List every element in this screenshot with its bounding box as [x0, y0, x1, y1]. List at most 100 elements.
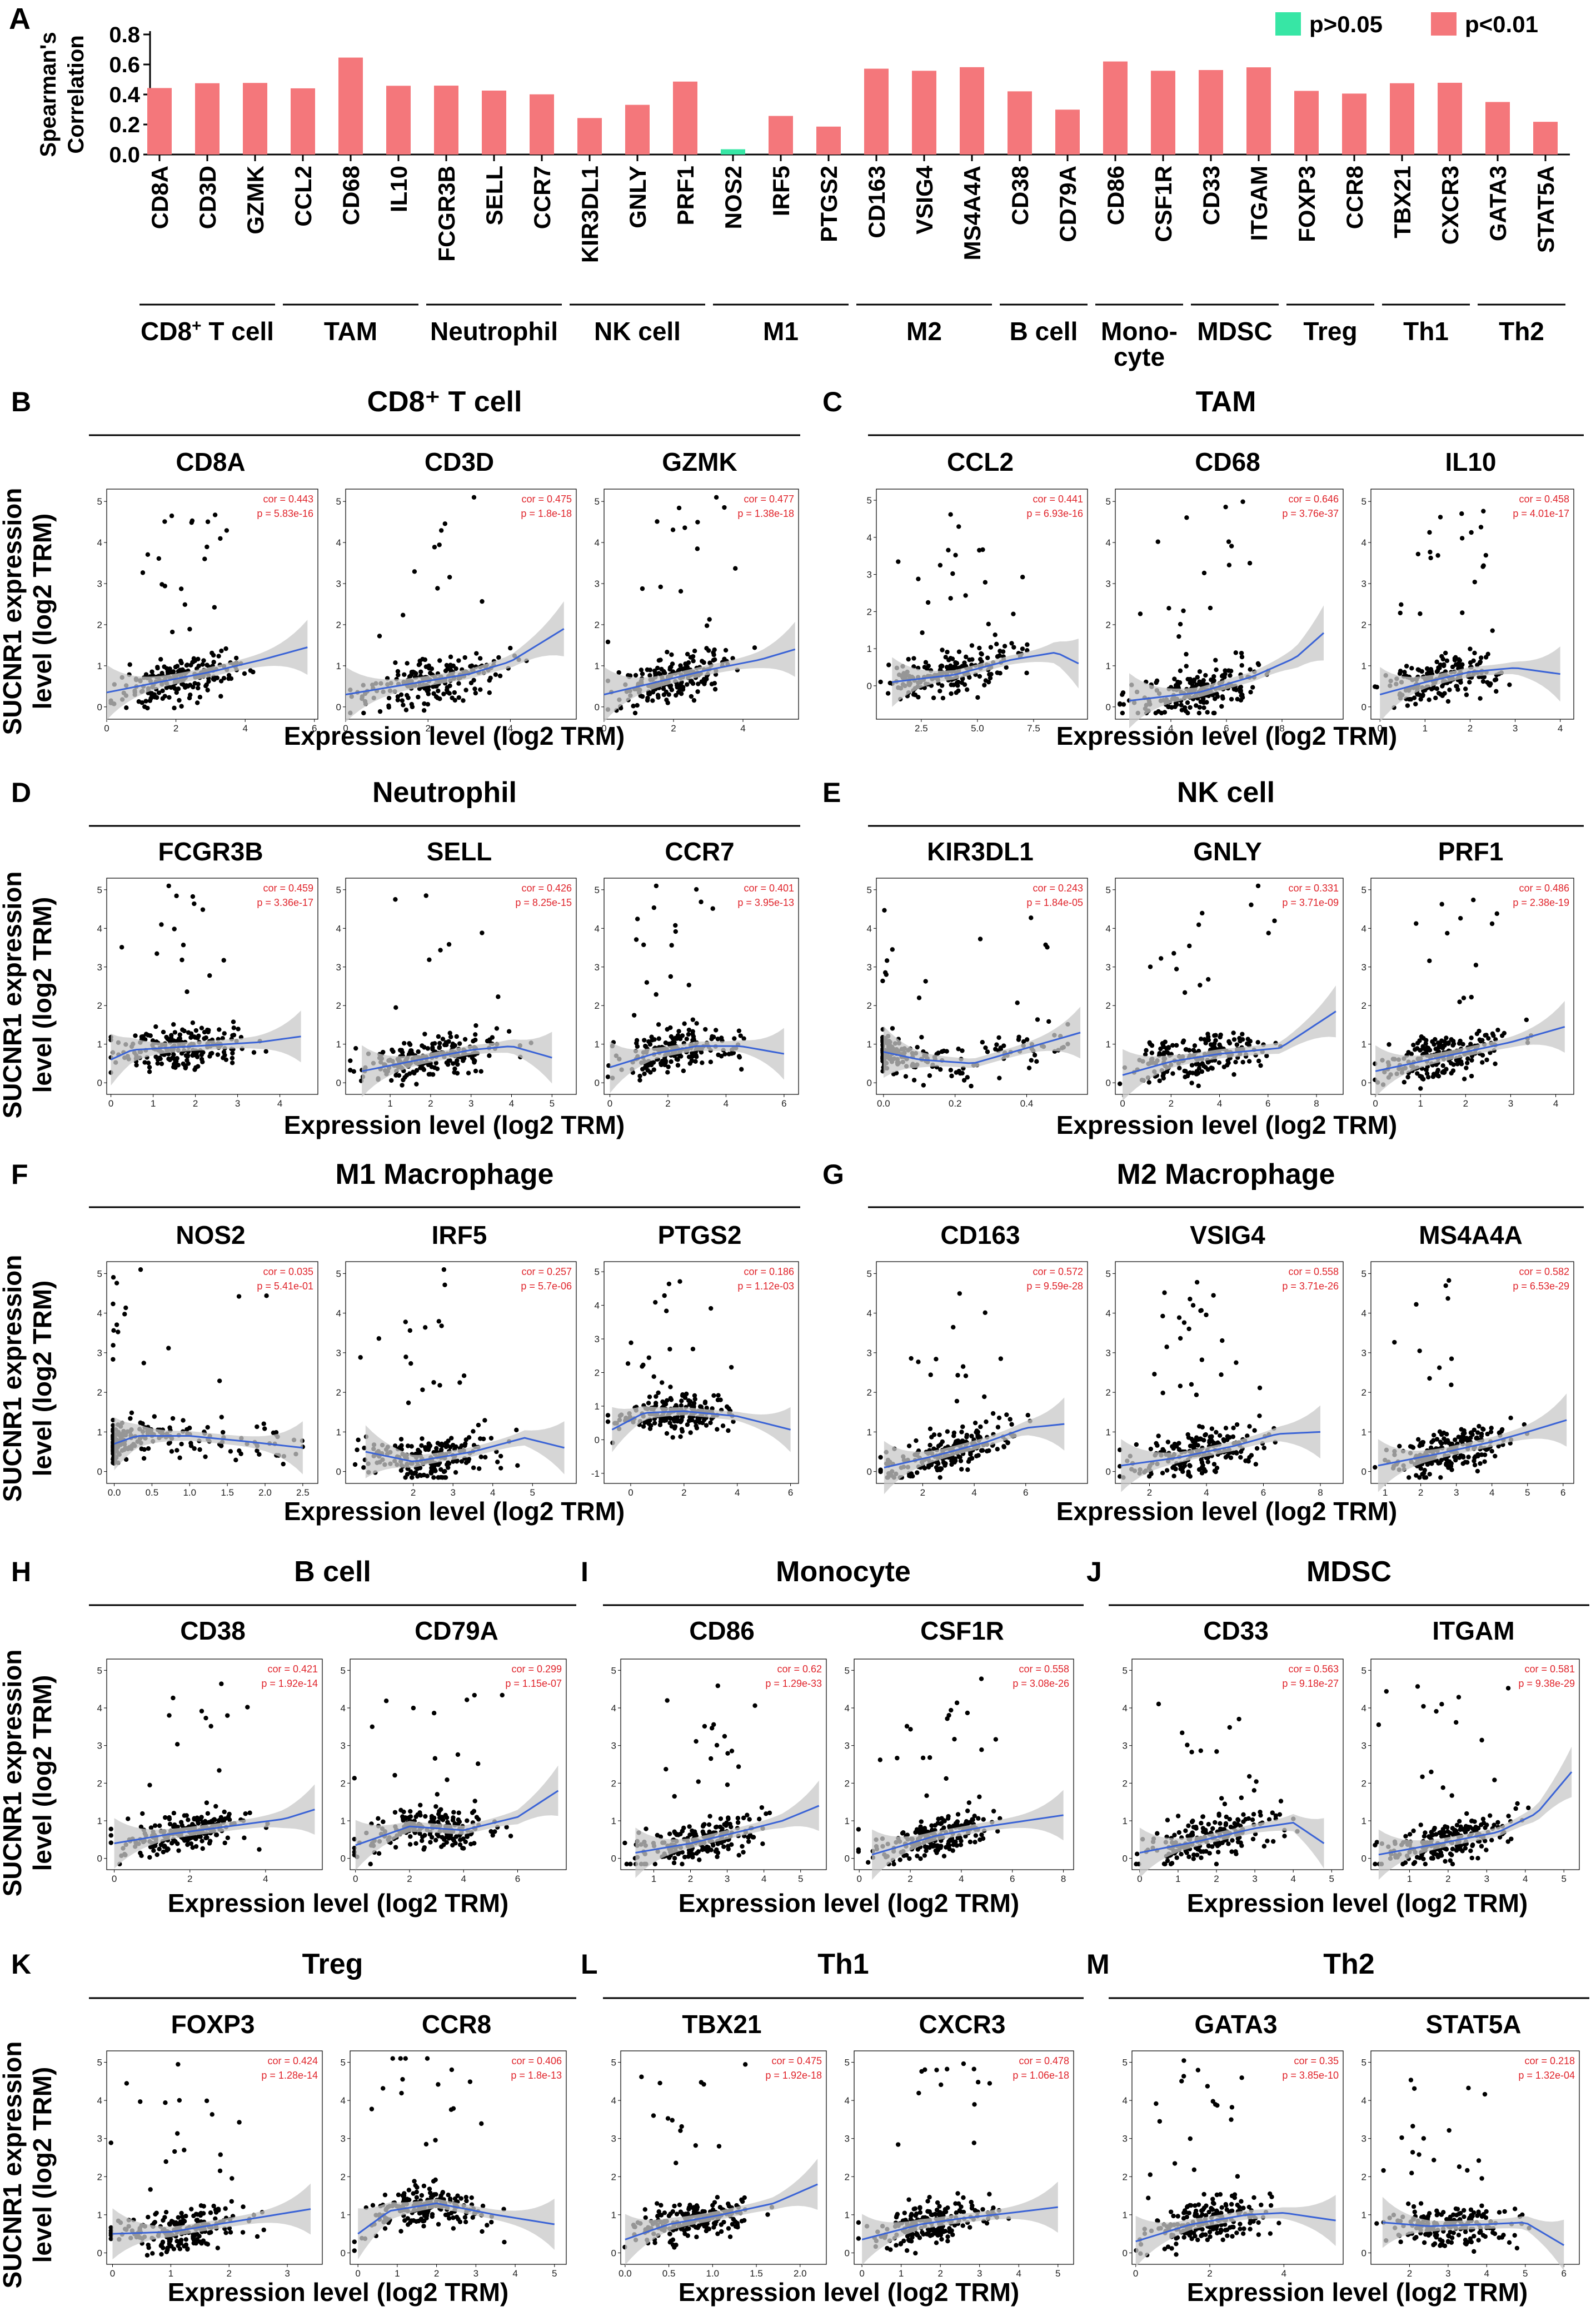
y-tick-label: 0 [97, 1854, 102, 1864]
bar-sell [482, 90, 506, 155]
data-point [452, 690, 457, 695]
data-point [982, 683, 987, 688]
data-point [222, 1053, 227, 1058]
data-point [1411, 1042, 1416, 1048]
data-point [114, 1322, 119, 1327]
data-point [1181, 1320, 1187, 1325]
data-point [473, 1037, 478, 1043]
x-tick-label: 0 [628, 1487, 633, 1498]
data-point [651, 1067, 656, 1072]
data-point [200, 1846, 205, 1851]
smooth-line [1122, 1010, 1336, 1076]
data-point [159, 671, 164, 676]
y-tick-label: 4 [336, 537, 341, 548]
data-point [1207, 1440, 1212, 1445]
data-point [670, 1435, 675, 1440]
data-point [196, 664, 201, 669]
data-point [1192, 1043, 1198, 1048]
confidence-band [1380, 646, 1560, 723]
x-tick-label: 4 [277, 1098, 282, 1109]
data-point [493, 672, 498, 677]
data-point [972, 1420, 978, 1426]
data-point [393, 1005, 398, 1010]
data-point [1483, 1033, 1488, 1038]
data-point [172, 1822, 177, 1827]
data-point [1469, 530, 1474, 535]
data-point [692, 1397, 697, 1402]
data-point [708, 1059, 714, 1064]
data-point [1176, 1315, 1182, 1320]
data-point [1415, 551, 1421, 557]
data-point [264, 1293, 269, 1298]
data-point [483, 1455, 488, 1460]
data-point [223, 1057, 229, 1062]
data-point [1228, 1455, 1234, 1460]
data-point [911, 656, 916, 661]
data-point [421, 1067, 427, 1072]
data-point [436, 1319, 441, 1324]
data-point [1417, 1038, 1422, 1043]
data-point [1212, 1033, 1217, 1038]
data-point [1453, 655, 1458, 660]
legend-swatch-sig [1431, 12, 1457, 36]
data-point [940, 695, 946, 701]
group-label: CD8+ T cell [141, 317, 274, 346]
data-point [1154, 1441, 1159, 1446]
data-point [988, 645, 994, 650]
data-point [1199, 1460, 1205, 1465]
data-point [949, 682, 954, 688]
data-point [465, 1818, 470, 1823]
bar-gnly [625, 104, 650, 155]
data-point [652, 1421, 657, 1426]
data-point [700, 1420, 705, 1426]
y-tick-label: 1 [1106, 1039, 1111, 1050]
data-point [231, 1019, 236, 1024]
data-point [1414, 1473, 1419, 1478]
y-tick-label: 0 [867, 681, 872, 691]
data-point [1158, 1046, 1163, 1052]
data-point [251, 669, 256, 675]
y-tick-label: 4 [1106, 537, 1111, 548]
x-tick-label: 0 [112, 1874, 117, 1884]
y-tick-label: 0 [595, 1435, 600, 1445]
data-point [399, 1443, 404, 1448]
data-point [1459, 1427, 1464, 1432]
data-point [964, 1435, 969, 1440]
cor-label: cor = 0.646 [1288, 494, 1339, 505]
data-point [1427, 530, 1432, 535]
x-tick-label: 2 [187, 1874, 192, 1884]
cor-label: cor = 0.458 [1519, 494, 1569, 505]
x-tick-label-stat5a: STAT5A [1533, 166, 1559, 253]
data-point [1374, 685, 1379, 690]
data-point [1450, 1068, 1456, 1073]
y-tick-label: 3 [1361, 962, 1366, 973]
data-point [882, 908, 887, 913]
data-point [1246, 1458, 1251, 1464]
smooth-line [610, 1045, 785, 1068]
data-point [1213, 1038, 1218, 1043]
data-point [1439, 902, 1444, 907]
y-tick-label: 5 [336, 496, 341, 507]
data-point [637, 1073, 642, 1079]
data-point [937, 689, 942, 694]
data-point [661, 1416, 666, 1421]
data-point [960, 1070, 965, 1076]
data-point [1188, 1297, 1193, 1302]
data-point [1164, 1045, 1169, 1051]
data-point [1252, 1428, 1257, 1433]
data-point [1475, 1468, 1480, 1474]
data-point [376, 1816, 381, 1821]
data-point [668, 1384, 673, 1389]
data-point [407, 674, 412, 679]
data-point [720, 1423, 726, 1428]
gene-title: GNLY [1193, 837, 1262, 866]
data-point [508, 1834, 513, 1839]
data-point [508, 645, 513, 651]
data-point [174, 690, 179, 695]
x-tick-label: 8 [1279, 723, 1284, 734]
data-point [642, 1038, 647, 1043]
x-tick-label-cd8a: CD8A [147, 166, 173, 229]
data-point [937, 562, 943, 568]
data-point [702, 1399, 708, 1404]
data-point [1229, 544, 1234, 549]
